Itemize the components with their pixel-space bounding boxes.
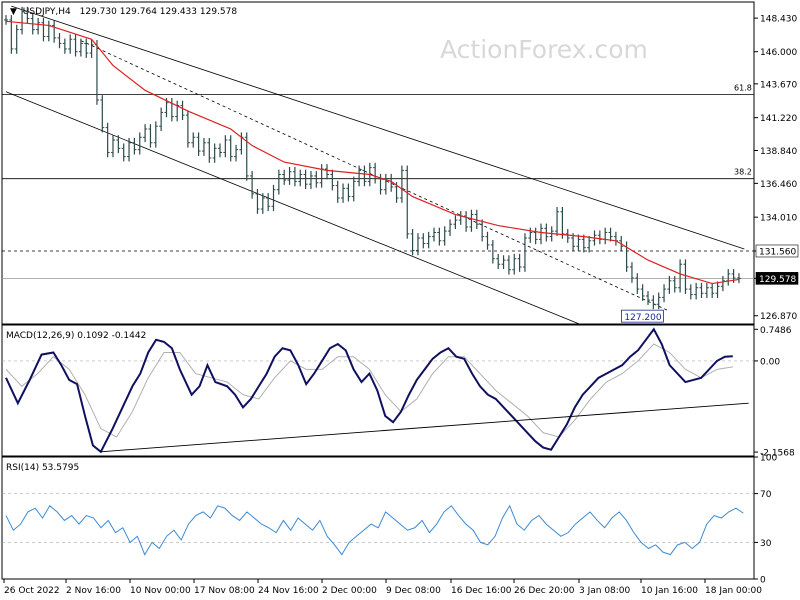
macd-series-layer bbox=[2, 327, 754, 454]
x-tick-label: 2 Nov 16:00 bbox=[66, 586, 121, 596]
channel-line bbox=[11, 5, 745, 250]
rsi-tick-label: 30 bbox=[760, 539, 772, 549]
price-tick-label: 136.460 bbox=[760, 180, 797, 190]
price-tick-label: 148.430 bbox=[760, 15, 797, 25]
price-tick-label: 131.560 bbox=[759, 247, 796, 257]
macd-tick-label: -2.1568 bbox=[760, 449, 795, 459]
price-tick-label: 129.578 bbox=[759, 275, 796, 285]
rsi-tick-label: 70 bbox=[760, 490, 772, 500]
price-tick-label: 141.220 bbox=[760, 114, 797, 124]
rsi-panel bbox=[1, 456, 755, 580]
rsi-tick-label: 100 bbox=[760, 454, 777, 464]
macd-main-line bbox=[5, 327, 733, 454]
rsi-tick-label: 0 bbox=[760, 576, 766, 586]
rsi-title: RSI(14) 53.5795 bbox=[6, 463, 79, 473]
x-tick-label: 3 Jan 08:00 bbox=[579, 586, 631, 596]
x-tick-label: 9 Dec 08:00 bbox=[386, 586, 441, 596]
low-annotation-box bbox=[621, 309, 664, 323]
price-tick-label: 126.870 bbox=[760, 312, 797, 322]
price-tick-label: 146.000 bbox=[760, 48, 797, 58]
macd-tick-label: 0.7486 bbox=[760, 326, 792, 336]
price-tick-label: 143.670 bbox=[760, 80, 797, 90]
macd-tick-label: 0.00 bbox=[760, 357, 780, 367]
x-tick-label: 10 Jan 16:00 bbox=[641, 586, 698, 596]
macd-title: MACD(12,26,9) 0.1092 -0.1442 bbox=[6, 331, 146, 341]
fib-level-label: 38.2 bbox=[734, 168, 752, 177]
dropdown-arrow-icon: ▼ bbox=[10, 7, 17, 17]
macd-trendline bbox=[100, 402, 749, 453]
moving-average-line bbox=[5, 20, 740, 285]
x-tick-label: 26 Dec 20:00 bbox=[514, 586, 575, 596]
x-tick-label: 2 Dec 00:00 bbox=[322, 586, 377, 596]
chart-title: ▼ USDJPY,H4 129.730 129.764 129.433 129.… bbox=[10, 7, 237, 17]
x-tick-label: 24 Nov 16:00 bbox=[258, 586, 319, 596]
price-tag-box bbox=[755, 244, 799, 258]
price-tick-label: 138.840 bbox=[760, 147, 797, 157]
rsi-series-layer bbox=[2, 493, 754, 556]
x-tick-label: 16 Dec 16:00 bbox=[451, 586, 512, 596]
macd-signal-line bbox=[5, 343, 733, 438]
fib-level-label: 61.8 bbox=[734, 83, 752, 92]
low-annotation-label: 127.200 bbox=[624, 313, 661, 323]
watermark: ActionForex.com bbox=[440, 35, 648, 64]
x-tick-label: 17 Nov 08:00 bbox=[194, 586, 255, 596]
price-series-layer: 61.8 38.2 127.200 bbox=[2, 5, 754, 324]
axis-labels: 148.430 146.000 143.670 141.220 138.840 136.4… bbox=[3, 15, 799, 596]
price-tick-label: 134.010 bbox=[760, 214, 797, 224]
price-tag-box bbox=[755, 272, 799, 285]
x-tick-label: 10 Nov 00:00 bbox=[130, 586, 191, 596]
x-tick-label: 18 Jan 00:00 bbox=[705, 586, 762, 596]
rsi-line bbox=[5, 504, 744, 556]
channel-line bbox=[5, 91, 579, 324]
price-panel bbox=[1, 1, 755, 325]
x-tick-label: 26 Oct 2022 bbox=[4, 586, 60, 596]
